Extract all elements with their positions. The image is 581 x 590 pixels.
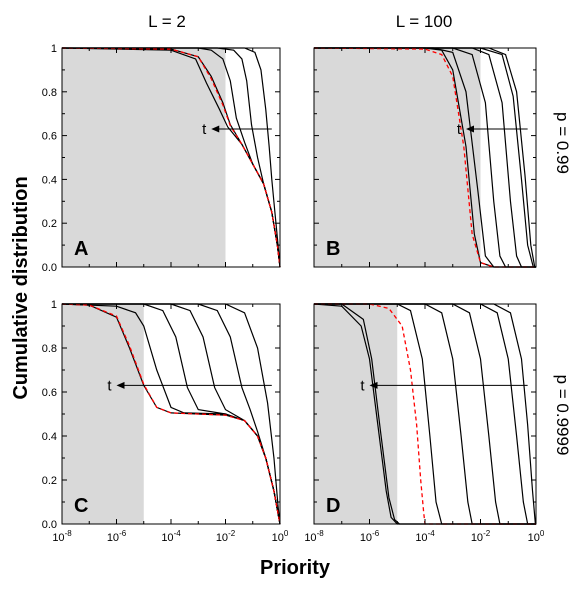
dashed-curve-7 [314,303,536,525]
y-tick-label: 1 [51,43,57,55]
dashed-curve-6 [61,303,281,525]
y-tick-label: 0.2 [42,475,57,487]
dashed-curve-6 [313,47,536,268]
y-tick-label: 0.0 [42,262,57,274]
curve-2 [314,303,536,525]
column-title-left: L = 2 [148,12,186,31]
curve-4 [62,47,281,268]
y-tick-label: 0.2 [42,218,57,230]
curve-0 [313,303,536,525]
arrow-head [211,125,220,133]
arrow-label: t [107,377,112,394]
arrow-head [116,381,125,389]
y-tick-label: 0.6 [42,131,57,143]
arrow-label: t [457,121,462,138]
column-title-right: L = 100 [396,12,453,31]
arrow-label: t [360,377,365,394]
x-tick-label: 10-2 [471,529,491,544]
y-tick-label: 0.0 [42,519,57,531]
x-tick-label: 100 [272,529,289,544]
y-axis-title: Cumulative distribution [10,176,32,399]
x-tick-label: 10-4 [415,529,435,544]
dashed-curve-5 [61,47,281,268]
panel-letter: C [74,495,88,517]
shaded-region [314,48,481,267]
chart-panels: 0.00.20.40.60.81tAtB0.00.20.40.60.8110-8… [42,43,545,544]
curve-4 [314,47,536,268]
x-tick-label: 10-4 [161,529,181,544]
curve-1 [314,303,536,525]
x-tick-label: 10-8 [304,529,324,544]
curve-3 [314,303,536,525]
panel-B: tB [313,47,537,268]
curve-1 [314,47,536,268]
arrow-head [369,381,378,389]
y-tick-label: 0.8 [42,343,57,355]
curve-6 [314,303,536,525]
panel-C: 0.0 0.2 0.4 0.6 0.8 1 10-8 10-6 10-4 10-2 100 t C [42,299,289,544]
panel-letter: A [74,238,88,260]
panel-letter: D [326,495,340,517]
panel-letter: B [326,238,340,260]
y-tick-label: 1 [51,299,57,311]
y-tick-label: 0.8 [42,87,57,99]
curve-3 [62,47,281,268]
arrow-label: t [202,121,207,138]
curve-5 [62,303,281,525]
y-tick-label: 0.4 [42,174,57,186]
shaded-region [62,304,144,524]
row-label-top: p = 0.99 [553,112,572,174]
x-tick-label: 10-2 [216,529,236,544]
x-axis-title: Priority [260,557,331,579]
x-tick-label: 10-6 [107,529,127,544]
shaded-region [314,304,398,524]
y-tick-label: 0.4 [42,431,57,443]
arrow-head [465,125,474,133]
x-tick-label: 10-8 [52,529,72,544]
x-tick-label: 100 [528,529,545,544]
curve-4 [314,303,536,525]
y-tick-label: 0.6 [42,387,57,399]
curve-5 [314,303,536,525]
shaded-region [62,48,226,267]
curve-5 [314,47,536,268]
curve-3 [314,47,536,268]
x-tick-label: 10-6 [360,529,380,544]
curve-2 [314,47,536,268]
panel-D: 10-8 10-6 10-4 10-2 100 t D [304,303,545,544]
row-label-bottom: p = 0.9999 [553,375,572,456]
panel-A: 0.0 0.2 0.4 0.6 0.8 1 t A [42,43,281,274]
